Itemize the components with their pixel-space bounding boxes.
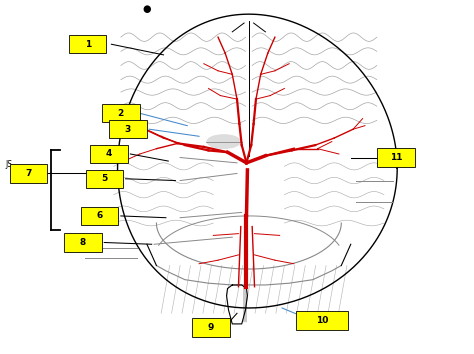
Text: 2: 2: [118, 109, 124, 118]
Text: 11: 11: [390, 153, 402, 162]
Text: 8: 8: [80, 238, 86, 247]
FancyBboxPatch shape: [69, 35, 106, 53]
Text: 6: 6: [96, 211, 103, 221]
FancyBboxPatch shape: [109, 120, 147, 138]
Text: 9: 9: [208, 323, 214, 332]
FancyBboxPatch shape: [297, 311, 348, 330]
FancyBboxPatch shape: [9, 164, 47, 183]
Text: JS: JS: [6, 160, 13, 169]
FancyBboxPatch shape: [81, 207, 118, 225]
FancyBboxPatch shape: [90, 145, 128, 163]
Text: 5: 5: [101, 174, 108, 183]
Text: ●: ●: [143, 4, 151, 14]
FancyBboxPatch shape: [377, 148, 414, 167]
Text: 4: 4: [106, 149, 112, 159]
Ellipse shape: [207, 135, 240, 148]
FancyBboxPatch shape: [64, 233, 101, 252]
FancyBboxPatch shape: [102, 104, 139, 122]
Text: 1: 1: [84, 40, 91, 49]
Text: 7: 7: [25, 169, 32, 178]
FancyBboxPatch shape: [85, 170, 123, 188]
Text: 3: 3: [125, 125, 131, 134]
Text: 10: 10: [316, 316, 328, 325]
FancyBboxPatch shape: [192, 318, 229, 337]
